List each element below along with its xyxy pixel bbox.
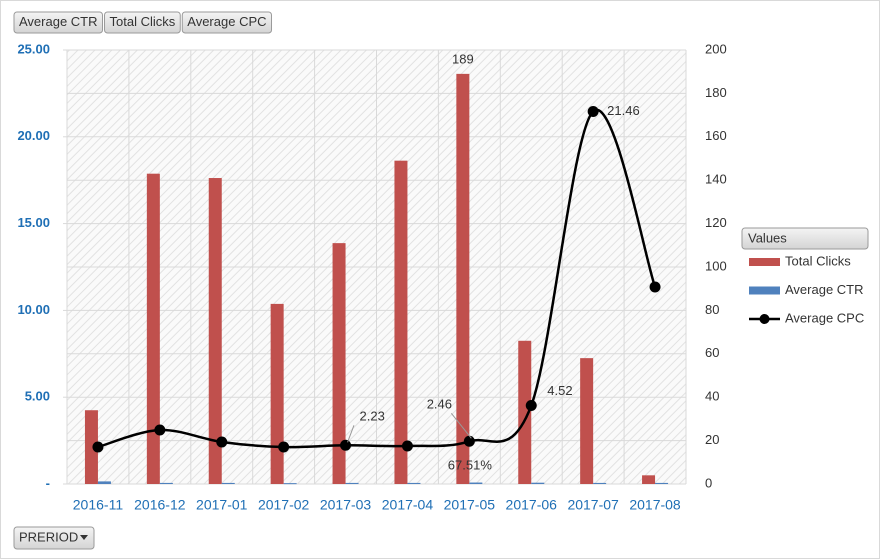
leader-line xyxy=(450,412,472,439)
x-tick-label: 2017-04 xyxy=(382,497,434,513)
data-label: 67.51% xyxy=(448,457,493,472)
bar xyxy=(97,481,111,484)
axis-field-button[interactable] xyxy=(13,526,95,550)
bar xyxy=(469,482,483,484)
y-tick-label: 25.00 xyxy=(17,41,50,56)
y2-tick-label: 160 xyxy=(705,128,727,143)
x-tick-label: 2017-06 xyxy=(506,497,558,513)
leader-line xyxy=(347,425,355,443)
bar xyxy=(283,483,297,485)
y2-tick-label: 120 xyxy=(705,215,727,230)
y2-tick-label: 20 xyxy=(705,432,719,447)
y2-tick-label: 0 xyxy=(705,475,712,490)
y2-tick-label: 140 xyxy=(705,172,727,187)
bar xyxy=(655,482,669,484)
legend-title: Values xyxy=(748,230,787,245)
y-tick-label: - xyxy=(46,475,50,490)
x-tick-label: 2016-12 xyxy=(134,497,186,513)
data-label: 21.46 xyxy=(607,103,640,118)
bar xyxy=(394,160,408,485)
axis-field-label: PRERIOD xyxy=(19,529,78,544)
bar xyxy=(270,303,284,484)
data-label: 2.23 xyxy=(360,409,385,424)
marker xyxy=(278,441,290,453)
y-tick-label: 20.00 xyxy=(17,128,50,143)
x-tick-label: 2017-07 xyxy=(567,497,619,513)
field-button-label: Total Clicks xyxy=(110,14,176,29)
bar xyxy=(221,482,235,484)
marker xyxy=(587,105,599,117)
y2-tick-label: 60 xyxy=(705,345,719,360)
legend-swatch xyxy=(749,286,780,295)
legend-label: Average CPC xyxy=(785,310,864,325)
marker xyxy=(525,400,537,412)
field-button[interactable] xyxy=(104,11,181,34)
marker xyxy=(154,424,166,436)
x-tick-label: 2017-01 xyxy=(196,497,248,513)
y2-tick-label: 180 xyxy=(705,85,727,100)
data-label: 2.46 xyxy=(427,397,452,412)
bar xyxy=(208,178,222,484)
bar xyxy=(407,482,421,484)
dropdown-arrow xyxy=(80,535,88,540)
x-tick-label: 2017-05 xyxy=(444,497,496,513)
x-tick-label: 2017-08 xyxy=(629,497,681,513)
y2-tick-label: 80 xyxy=(705,302,719,317)
x-tick-label: 2017-03 xyxy=(320,497,372,513)
marker xyxy=(216,436,228,448)
bar xyxy=(580,358,594,484)
marker xyxy=(92,441,104,453)
bar xyxy=(531,482,545,484)
bar xyxy=(146,173,160,484)
bar xyxy=(642,475,656,484)
legend-swatch xyxy=(749,258,780,266)
marker xyxy=(463,435,475,447)
field-button[interactable] xyxy=(181,11,273,34)
bar xyxy=(456,73,470,485)
field-button[interactable] xyxy=(13,11,104,34)
x-tick-label: 2017-02 xyxy=(258,497,310,513)
marker xyxy=(340,439,352,451)
y2-tick-label: 100 xyxy=(705,258,727,273)
marker xyxy=(649,281,661,293)
legend-label: Total Clicks xyxy=(785,253,851,268)
field-button-label: Average CPC xyxy=(187,14,266,29)
data-label: 189 xyxy=(452,51,474,66)
marker xyxy=(401,440,413,452)
data-label: 4.52 xyxy=(547,383,572,398)
y-tick-label: 10.00 xyxy=(17,302,50,317)
bar xyxy=(593,482,607,484)
y2-tick-label: 200 xyxy=(705,41,727,56)
bar xyxy=(345,482,359,484)
legend-label: Average CTR xyxy=(785,282,864,297)
y-tick-label: 5.00 xyxy=(25,389,50,404)
y2-tick-label: 40 xyxy=(705,389,719,404)
legend-marker xyxy=(759,314,770,324)
y-tick-label: 15.00 xyxy=(17,215,50,230)
bar xyxy=(159,482,173,484)
legend-title-button[interactable] xyxy=(741,227,869,250)
bar xyxy=(518,340,532,484)
bar xyxy=(332,243,346,484)
bar xyxy=(84,410,98,484)
field-button-label: Average CTR xyxy=(19,14,98,29)
x-tick-label: 2016-11 xyxy=(73,497,124,513)
